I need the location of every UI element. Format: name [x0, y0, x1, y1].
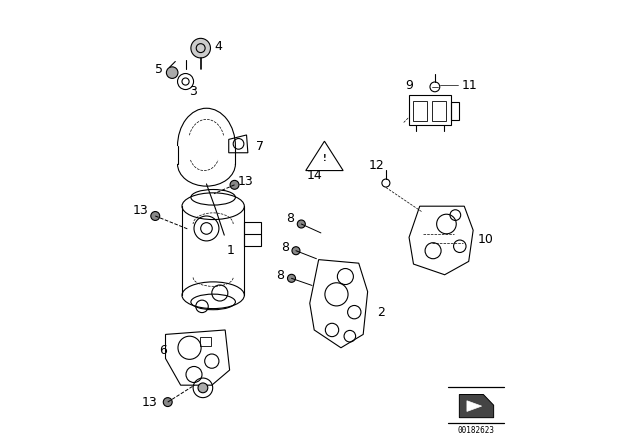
Text: 10: 10	[477, 233, 493, 246]
Circle shape	[198, 383, 208, 393]
Polygon shape	[467, 401, 482, 411]
Text: 13: 13	[237, 175, 253, 188]
Circle shape	[191, 39, 211, 58]
Bar	[413, 101, 427, 121]
Text: 13: 13	[133, 204, 149, 217]
Text: 14: 14	[307, 168, 323, 181]
Text: 00182623: 00182623	[458, 426, 494, 435]
Text: 13: 13	[142, 396, 158, 409]
Text: 5: 5	[155, 63, 163, 76]
Text: 1: 1	[227, 244, 235, 257]
Polygon shape	[460, 395, 493, 418]
Bar	[200, 336, 211, 346]
Text: 8: 8	[281, 241, 289, 254]
Bar	[432, 101, 447, 121]
Text: 3: 3	[189, 85, 197, 98]
Circle shape	[163, 398, 172, 406]
Text: !: !	[323, 154, 326, 163]
Text: 11: 11	[461, 78, 477, 91]
Text: 2: 2	[378, 306, 385, 319]
Text: 12: 12	[369, 159, 385, 172]
Bar	[451, 102, 460, 120]
Text: 4: 4	[214, 40, 223, 53]
Circle shape	[298, 220, 305, 228]
Text: 9: 9	[405, 78, 413, 91]
Circle shape	[230, 181, 239, 189]
Text: 6: 6	[159, 345, 167, 358]
Circle shape	[287, 274, 296, 282]
Circle shape	[292, 247, 300, 255]
Text: 7: 7	[256, 140, 264, 153]
Text: 8: 8	[287, 212, 294, 225]
Bar	[409, 95, 451, 125]
Text: 8: 8	[276, 269, 284, 282]
Circle shape	[151, 211, 160, 220]
Bar	[244, 222, 261, 246]
Circle shape	[166, 67, 178, 78]
